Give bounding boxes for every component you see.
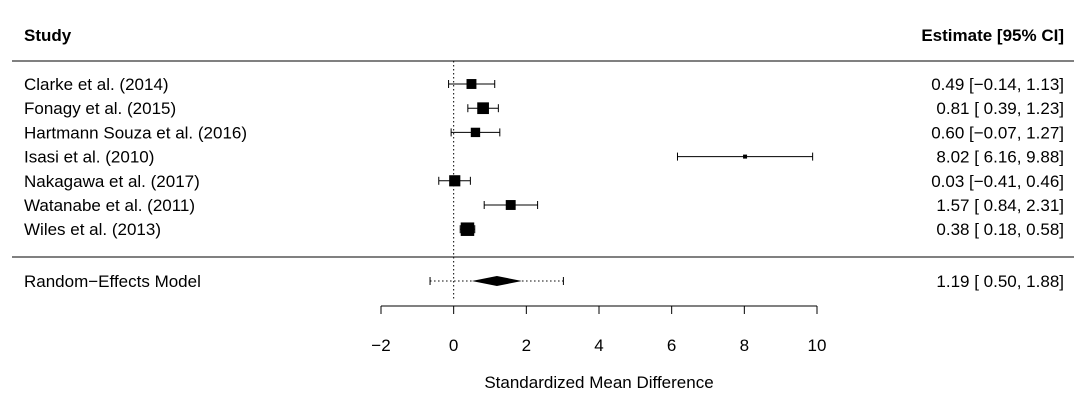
x-axis-label: Standardized Mean Difference	[484, 373, 713, 392]
study-label: Watanabe et al. (2011)	[24, 196, 195, 215]
x-tick-label: 10	[808, 336, 827, 355]
estimate-text: 0.60 [−0.07, 1.27]	[931, 123, 1064, 142]
study-column-header: Study	[24, 26, 72, 45]
x-tick-label: 4	[594, 336, 603, 355]
study-label: Isasi et al. (2010)	[24, 148, 154, 167]
estimate-column-header: Estimate [95% CI]	[921, 26, 1064, 45]
summary-diamond	[471, 276, 522, 286]
x-tick-label: −2	[371, 336, 390, 355]
estimate-text: 0.38 [ 0.18, 0.58]	[936, 220, 1064, 239]
plot-marks: Clarke et al. (2014) 0.49 [−0.14, 1.13] Fo…	[24, 61, 1064, 355]
x-tick-label: 8	[740, 336, 749, 355]
study-label: Hartmann Souza et al. (2016)	[24, 123, 247, 142]
x-tick-label: 6	[667, 336, 676, 355]
estimate-text: 0.49 [−0.14, 1.13]	[931, 75, 1064, 94]
estimate-text: 8.02 [ 6.16, 9.88]	[936, 148, 1064, 167]
point-estimate	[743, 154, 748, 159]
point-estimate	[470, 127, 481, 138]
point-estimate	[505, 200, 516, 210]
x-tick-label: 0	[449, 336, 458, 355]
point-estimate	[477, 102, 489, 115]
summary-estimate-text: 1.19 [ 0.50, 1.88]	[936, 272, 1064, 291]
point-estimate	[449, 175, 461, 187]
point-estimate	[460, 222, 475, 236]
estimate-text: 0.03 [−0.41, 0.46]	[931, 172, 1064, 191]
study-label: Wiles et al. (2013)	[24, 220, 161, 239]
study-label: Clarke et al. (2014)	[24, 75, 169, 94]
estimate-text: 0.81 [ 0.39, 1.23]	[936, 99, 1064, 118]
estimate-text: 1.57 [ 0.84, 2.31]	[936, 196, 1064, 215]
summary-label: Random−Effects Model	[24, 272, 201, 291]
point-estimate	[466, 79, 477, 89]
x-tick-label: 2	[522, 336, 531, 355]
study-label: Fonagy et al. (2015)	[24, 99, 176, 118]
study-label: Nakagawa et al. (2017)	[24, 172, 200, 191]
